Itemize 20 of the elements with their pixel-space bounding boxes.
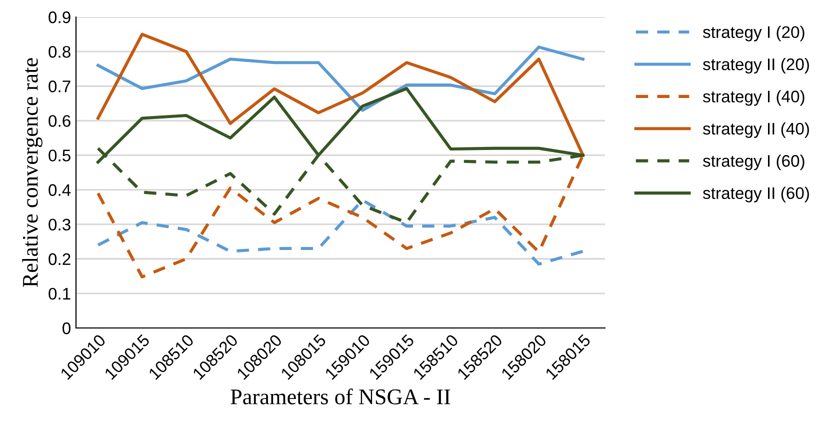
y-tick-label: 0 (62, 322, 70, 334)
line-series (96, 198, 584, 266)
y-tick-label: 0.1 (48, 288, 70, 300)
legend-label: strategy II (20) (703, 58, 809, 74)
legend-label: strategy I (40) (703, 90, 804, 106)
x-axis-title: Parameters of NSGA - II (230, 388, 450, 404)
y-tick-label: 0.4 (48, 184, 71, 196)
y-tick-label: 0.8 (48, 46, 70, 58)
y-axis-title: Relative convergence rate (22, 58, 42, 288)
y-tick-label: 0.7 (48, 80, 70, 92)
line-series (96, 46, 584, 112)
y-tick-label: 0.3 (48, 218, 70, 231)
y-tick-label: 0.2 (48, 253, 70, 266)
y-tick-label: 0.9 (48, 11, 70, 24)
y-tick-label: 0.6 (48, 115, 70, 127)
legend-label: strategy II (60) (703, 186, 809, 202)
y-tick-label: 0.5 (48, 150, 70, 162)
legend-label: strategy I (60) (703, 154, 804, 170)
legend-label: strategy I (20) (703, 26, 804, 42)
legend-label: strategy II (40) (703, 122, 809, 138)
